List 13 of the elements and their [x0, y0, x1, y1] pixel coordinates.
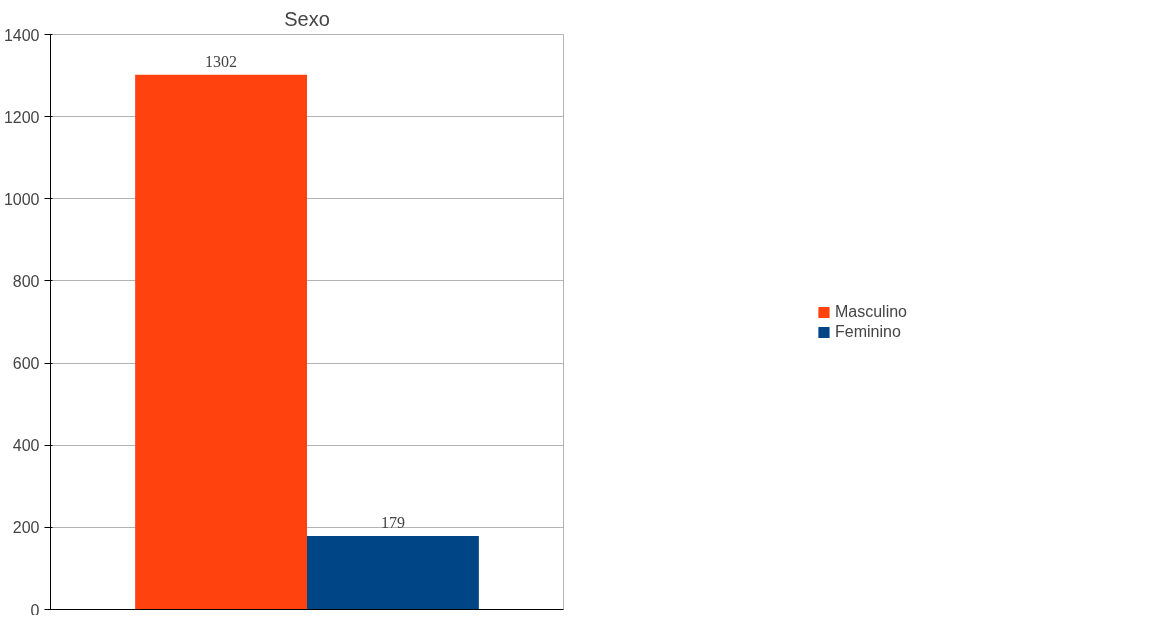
y-tick-label: 1400 [3, 26, 40, 44]
chart-title: Sexo [284, 7, 330, 30]
y-tick-label: 0 [30, 601, 40, 619]
y-tick-label: 600 [12, 355, 40, 373]
y-tick-label: 400 [12, 437, 40, 455]
data-label: 179 [380, 513, 405, 531]
legend-label: Masculino [834, 302, 908, 321]
legend-label: Feminino [834, 322, 901, 341]
y-tick-label: 1000 [3, 190, 40, 208]
y-tick-label: 200 [12, 519, 40, 537]
y-tick-label: 800 [12, 272, 40, 290]
y-tick-label: 1200 [3, 108, 40, 126]
data-label: 1302 [205, 52, 238, 70]
